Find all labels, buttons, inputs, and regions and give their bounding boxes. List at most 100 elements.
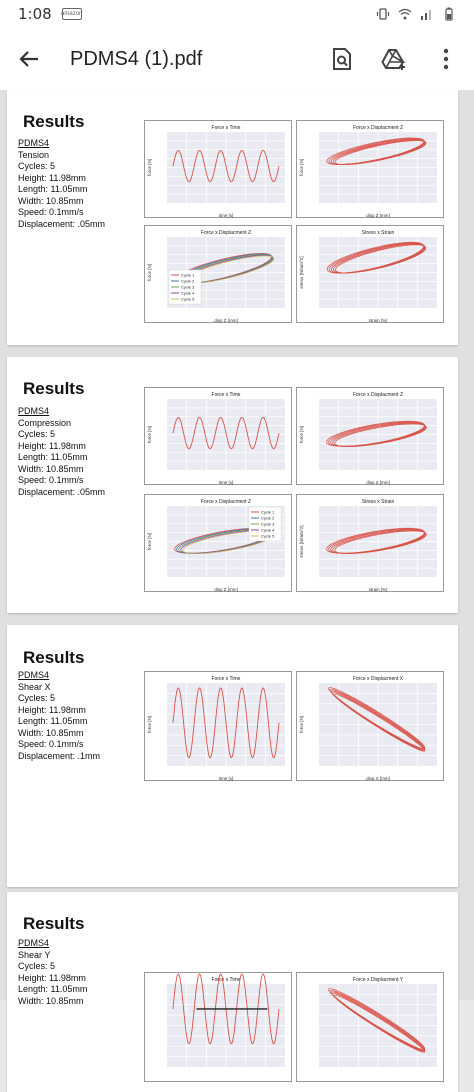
chart-title: Force x Time: [212, 977, 241, 983]
chart-title: Stress x Strain: [362, 499, 395, 505]
parameter-line: Length: 11.05mm: [18, 716, 88, 726]
x-axis-label: disp X [mm]: [366, 776, 390, 781]
plot-figure: Force x Time time [s] force [N]: [144, 120, 292, 218]
chart-svg: Force x Displacment Y: [319, 977, 437, 1067]
parameter-line: Speed: 0.1mm/s: [18, 207, 84, 217]
app-bar: PDMS4 (1).pdf: [0, 28, 474, 90]
plot-figure: Force x Displacment X disp X [mm] force [N…: [296, 671, 444, 781]
chart-title: Force x Displacment X: [353, 676, 404, 682]
legend-label: Cycle 5: [181, 297, 195, 302]
signal-icon: [421, 10, 431, 20]
wifi-icon: [398, 8, 412, 20]
legend-label: Cycle 2: [181, 279, 195, 284]
amazon-notification-label: amazon: [61, 11, 83, 17]
y-axis-label: stress [N/mm^2]: [299, 525, 304, 557]
back-button[interactable]: [14, 44, 44, 74]
y-axis-label: stress [N/mm^2]: [299, 256, 304, 288]
parameter-line: Height: 11.98mm: [18, 440, 86, 451]
material-name: PDMS4: [18, 138, 50, 148]
parameter-line: Height: 11.98mm: [18, 172, 86, 183]
cycle-loop: [334, 140, 427, 165]
plot-figure: Force x Displacment Z disp Z [mm] force [N…: [144, 225, 292, 323]
legend-label: Cycle 3: [261, 522, 275, 527]
pdf-viewer[interactable]: Results PDMS4 Tension Cycles: 5 Height: 11.9…: [0, 90, 474, 1092]
legend-label: Cycle 4: [261, 528, 275, 533]
parameter-line: Shear Y: [18, 949, 51, 960]
parameter-line: Width: 10.85mm: [18, 195, 84, 206]
plot-figure: Force x Displacment Z disp Z [mm] force [N…: [296, 120, 444, 218]
plot-figure: Force x Time: [144, 972, 292, 1082]
test-parameters: PDMS4 Tension Cycles: 5 Height: 11.98mm Leng…: [18, 138, 105, 230]
y-axis-label: force [N]: [147, 159, 152, 176]
plot-figure: Force x Time time [s] force [N]: [144, 671, 292, 781]
chart-svg: Stress x Strain strain [%] stress [N/mm^2]: [299, 499, 437, 592]
battery-icon: [445, 7, 453, 21]
parameter-line: Width: 10.85mm: [18, 463, 84, 474]
chart-svg: Force x Time time [s] force [N]: [147, 392, 285, 485]
plot-figure: Force x Displacment Z disp Z [mm] force [N…: [296, 387, 444, 485]
test-parameters: PDMS4 Compression Cycles: 5 Height: 11.98mm…: [18, 406, 105, 498]
amazon-notification-icon: amazon: [61, 8, 83, 20]
legend-label: Cycle 2: [261, 516, 275, 521]
parameter-line: Length: 11.05mm: [18, 452, 88, 462]
parameter-line: Length: 11.05mm: [18, 184, 88, 194]
document-title: PDMS4 (1).pdf: [70, 47, 203, 70]
x-axis-label: time [s]: [219, 213, 234, 218]
more-vert-icon: [443, 48, 449, 70]
parameter-line: Displacement: .1mm: [18, 750, 101, 761]
chart-title: Force x Displacment Y: [353, 977, 404, 983]
x-axis-label: time [s]: [219, 776, 234, 781]
material-name: PDMS4: [18, 938, 50, 948]
parameter-line: Cycles: 5: [18, 161, 56, 171]
legend-label: Cycle 3: [181, 285, 195, 290]
drive-add-icon: [381, 49, 407, 70]
parameter-line: Speed: 0.1mm/s: [18, 739, 84, 749]
material-name: PDMS4: [18, 406, 50, 416]
parameter-line: Height: 11.98mm: [18, 704, 86, 715]
more-options-button[interactable]: [432, 45, 460, 73]
results-heading: Results: [23, 914, 85, 933]
results-heading: Results: [23, 112, 85, 131]
parameter-line: Width: 10.85mm: [18, 995, 84, 1006]
find-in-document-button[interactable]: [328, 45, 356, 73]
y-axis-label: force [N]: [147, 533, 152, 550]
chart-title: Force x Displacment Z: [201, 499, 251, 505]
plot-figure: Stress x Strain strain [%] stress [N/mm^2]: [296, 494, 444, 592]
chart-title: Force x Displacment Z: [353, 125, 403, 131]
parameter-line: Compression: [18, 417, 72, 428]
plot-figure: Stress x Strain strain [%] stress [N/mm^2]: [296, 225, 444, 323]
legend-label: Cycle 1: [181, 273, 195, 278]
legend-label: Cycle 5: [261, 534, 275, 539]
parameter-line: Cycles: 5: [18, 429, 56, 439]
plot-figure: Force x Time time [s] force [N]: [144, 387, 292, 485]
y-axis-label: force [N]: [147, 264, 152, 281]
x-axis-label: strain [%]: [369, 587, 388, 592]
cycle-loop: [334, 423, 427, 447]
chart-title: Stress x Strain: [362, 230, 395, 236]
status-time: 1:08: [18, 5, 52, 23]
chart-title: Force x Time: [212, 392, 241, 398]
parameter-line: Height: 11.98mm: [18, 972, 86, 983]
parameter-line: Displacement: .05mm: [18, 218, 106, 229]
chart-svg: Force x Displacment Z disp Z [mm] force [N…: [299, 392, 437, 485]
results-heading: Results: [23, 648, 85, 667]
parameter-line: Tension: [18, 149, 50, 160]
add-to-drive-button[interactable]: [380, 45, 408, 73]
data-series-line: [172, 417, 280, 450]
cycle-loop: [334, 530, 427, 554]
chart-svg: Force x Time: [167, 973, 285, 1067]
chart-title: Force x Time: [212, 125, 241, 131]
y-axis-label: force [N]: [299, 716, 304, 733]
chart-title: Force x Time: [212, 676, 241, 682]
legend-label: Cycle 4: [181, 291, 195, 296]
chart-svg: Force x Displacment Z disp Z [mm] force [N…: [147, 499, 285, 592]
legend-box: [248, 506, 282, 542]
parameter-line: Cycles: 5: [18, 693, 56, 703]
test-parameters: PDMS4 Shear Y Cycles: 5 Height: 11.98mm Leng…: [18, 938, 87, 1007]
parameter-line: Width: 10.85mm: [18, 727, 84, 738]
chart-svg: Force x Time time [s] force [N]: [147, 676, 285, 781]
x-axis-label: strain [%]: [369, 318, 388, 323]
chart-svg: Force x Time time [s] force [N]: [147, 125, 285, 218]
status-bar: 1:08 amazon: [0, 0, 474, 28]
chart-svg: Force x Displacment Z disp Z [mm] force [N…: [299, 125, 437, 218]
